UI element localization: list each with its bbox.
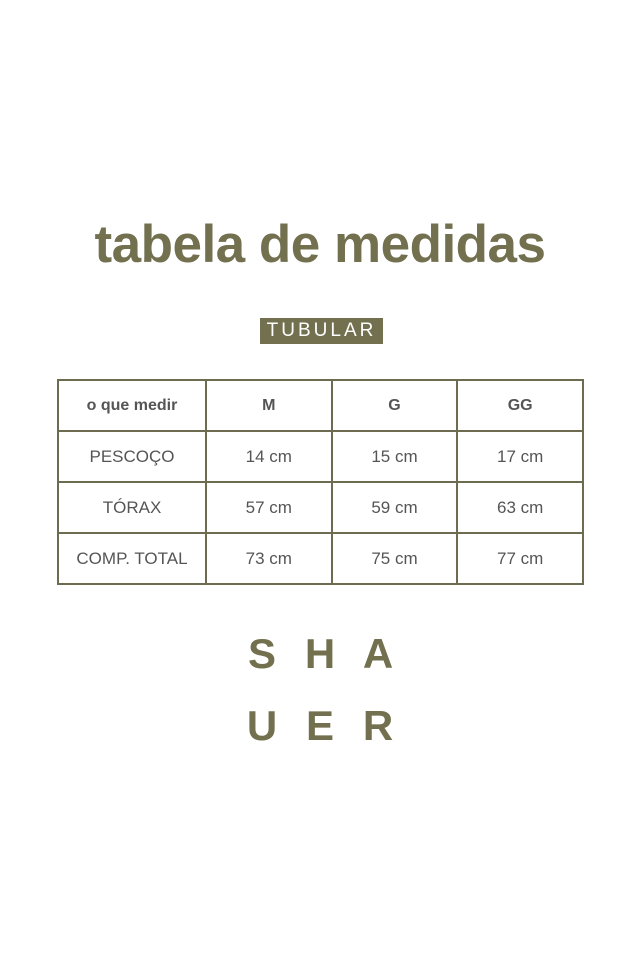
size-table: o que medir M G GG PESCOÇO 14 cm 15 cm 1… [57, 379, 584, 585]
product-tag: TUBULAR [260, 318, 383, 344]
cell: 77 cm [456, 532, 584, 585]
table-header-row: o que medir M G GG [57, 379, 584, 432]
row-label: COMP. TOTAL [57, 532, 207, 585]
logo-letter: S [247, 630, 276, 677]
table-row: COMP. TOTAL 73 cm 75 cm 77 cm [57, 532, 584, 585]
cell: 15 cm [330, 430, 459, 483]
page-title: tabela de medidas [94, 215, 546, 274]
header-cell: G [330, 379, 459, 432]
row-label: TÓRAX [57, 481, 207, 534]
cell: 59 cm [330, 481, 459, 534]
logo-letter: A [362, 630, 394, 677]
logo-letter: E [305, 702, 334, 749]
logo-letter: U [246, 702, 278, 749]
cell: 57 cm [205, 481, 333, 534]
header-cell: o que medir [57, 379, 207, 432]
table-row: PESCOÇO 14 cm 15 cm 17 cm [57, 430, 584, 483]
logo-letter: H [304, 630, 336, 677]
cell: 14 cm [205, 430, 333, 483]
table-row: TÓRAX 57 cm 59 cm 63 cm [57, 481, 584, 534]
cell: 75 cm [330, 532, 459, 585]
header-cell: GG [456, 379, 584, 432]
logo-letter: R [362, 702, 394, 749]
cell: 17 cm [456, 430, 584, 483]
row-label: PESCOÇO [57, 430, 207, 483]
cell: 63 cm [456, 481, 584, 534]
cell: 73 cm [205, 532, 333, 585]
header-cell: M [205, 379, 333, 432]
